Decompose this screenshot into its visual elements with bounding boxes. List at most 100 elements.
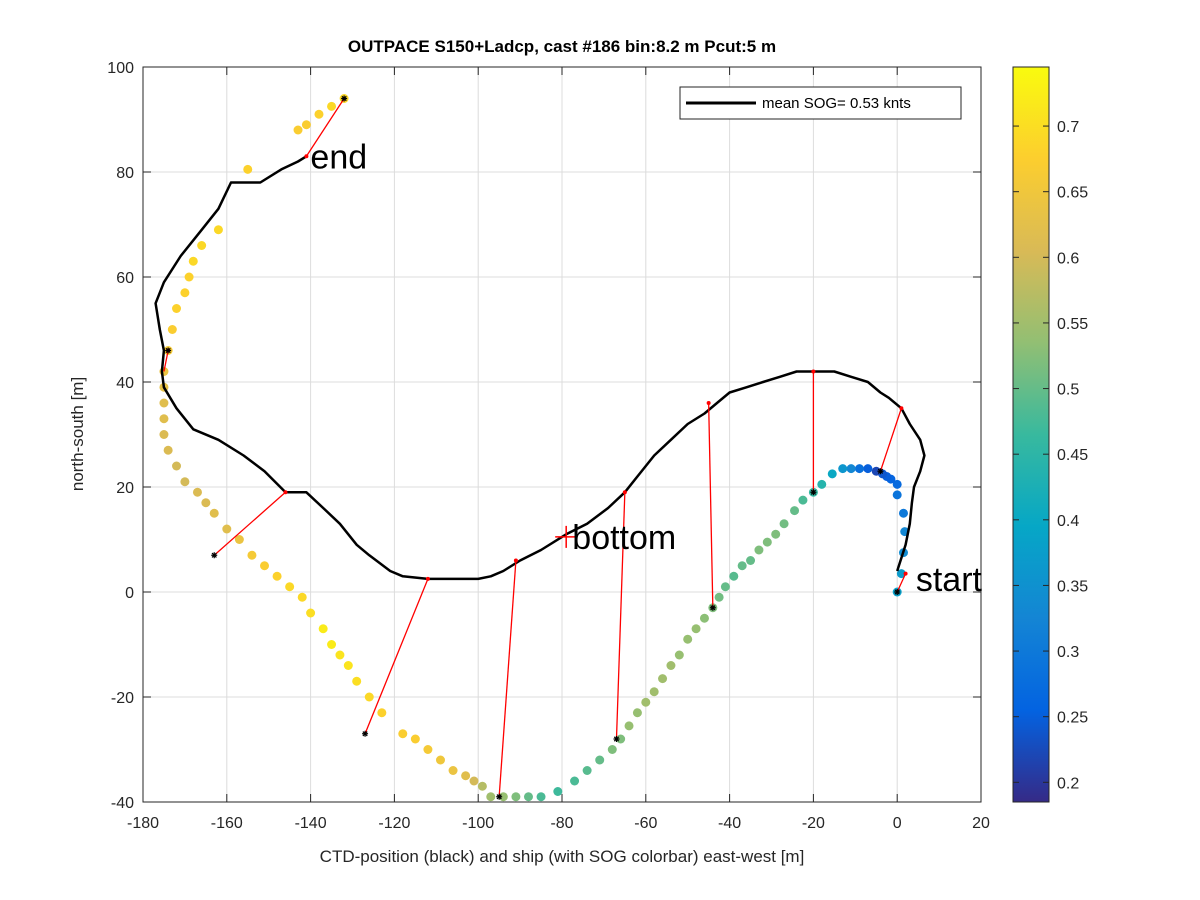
ship-position-point <box>720 582 730 592</box>
star-stroke <box>362 731 368 737</box>
ship-position-point <box>448 766 458 775</box>
connector-line <box>615 492 626 740</box>
plot-frame <box>142 66 982 803</box>
colorbar-tick-label: 0.5 <box>1057 382 1079 399</box>
ship-position-point <box>469 776 479 786</box>
connector-end-dot <box>425 576 430 581</box>
x-tick-label: -100 <box>462 815 494 832</box>
ship-position-point <box>222 524 232 534</box>
x-tick-label: -20 <box>802 815 825 832</box>
ship-position-point <box>714 592 724 602</box>
chart-title: OUTPACE S150+Ladcp, cast #186 bin:8.2 m … <box>348 37 776 56</box>
x-tick-label: -160 <box>211 815 243 832</box>
colorbar-ticks: 0.2 0.25 0.3 0.35 0.4 0.45 0.5 0.55 0.6 0.65 0.7 <box>1013 119 1088 792</box>
ship-position-point <box>595 755 605 765</box>
x-tick-label: -140 <box>295 815 327 832</box>
ship-position-point <box>570 776 580 786</box>
colorbar-tick-label: 0.35 <box>1057 578 1088 595</box>
connector-line <box>879 408 903 472</box>
connector-line <box>364 578 429 734</box>
star-stroke <box>710 605 716 611</box>
x-tick-label: -180 <box>127 815 159 832</box>
ship-position-point <box>896 569 906 579</box>
x-tick-label: 20 <box>972 815 990 832</box>
connector-end-dot <box>622 490 627 495</box>
ship-position-point <box>817 479 827 489</box>
star-stroke <box>613 736 620 742</box>
ship-position-point <box>180 288 190 298</box>
annotation-start: start <box>916 561 983 599</box>
ship-position-point <box>666 661 676 670</box>
y-tick-label: 20 <box>116 480 134 497</box>
ship-position-point <box>167 325 177 334</box>
colorbar-tick-label: 0.25 <box>1057 710 1088 727</box>
ship-position-point <box>641 697 651 707</box>
connector-line <box>163 350 169 372</box>
ship-position-point <box>327 101 337 111</box>
ship-position-point <box>234 535 244 544</box>
ship-position-point <box>838 464 848 474</box>
ship-position-point <box>892 490 902 500</box>
ship-position-point <box>398 729 408 739</box>
x-tick-label: 0 <box>893 815 902 832</box>
ship-position-point <box>461 771 471 781</box>
ship-position-point <box>159 398 169 408</box>
star-stroke <box>894 589 900 595</box>
ship-position-point <box>335 650 345 660</box>
ship-star-marker <box>894 589 901 595</box>
ship-position-point <box>180 477 190 487</box>
colorbar-tick-label: 0.65 <box>1057 185 1088 202</box>
ship-position-point <box>854 464 864 474</box>
ship-position-point <box>624 721 634 731</box>
y-axis-label: north-south [m] <box>68 377 87 491</box>
ship-position-point <box>582 766 592 775</box>
ship-position-point <box>172 461 182 471</box>
connector-line <box>213 491 286 556</box>
colorbar-tick-label: 0.3 <box>1057 644 1079 661</box>
ship-position-point <box>607 745 617 754</box>
x-tick-label: -40 <box>718 815 741 832</box>
star-stroke <box>165 347 171 354</box>
ship-position-point <box>779 519 789 529</box>
y-tick-label: -20 <box>111 690 134 707</box>
connector-end-dot <box>903 571 908 576</box>
ship-position-point <box>293 125 303 135</box>
annotation-bottom: bottom <box>572 519 676 557</box>
connector-line <box>305 98 345 157</box>
ship-position-point <box>553 787 563 796</box>
ship-position-point <box>846 464 856 474</box>
ship-position-point <box>691 624 701 634</box>
ship-position-point <box>477 781 487 791</box>
connector-line <box>498 560 517 797</box>
y-tick-label: 80 <box>116 165 134 182</box>
ship-position-point <box>658 674 668 684</box>
ship-star-marker <box>211 552 218 559</box>
connector-end-dot <box>513 558 518 563</box>
ship-position-point <box>729 571 739 581</box>
ship-position-point <box>159 430 169 439</box>
ship-position-point <box>377 708 387 718</box>
ship-position-point <box>737 561 747 571</box>
ship-position-point <box>746 556 756 565</box>
ship-position-point <box>172 304 182 313</box>
star-stroke <box>341 95 347 102</box>
ship-star-marker <box>496 793 503 800</box>
ship-position-point <box>314 109 324 119</box>
ship-position-point <box>410 734 420 744</box>
ship-position-point <box>213 225 223 235</box>
ship-star-marker <box>709 604 716 611</box>
ship-star-marker <box>810 489 817 496</box>
annotation-end: end <box>310 138 367 176</box>
ship-position-point <box>798 495 808 505</box>
colorbar-tick-label: 0.7 <box>1057 119 1079 136</box>
x-tick-label: -120 <box>378 815 410 832</box>
y-tick-label: -40 <box>111 795 134 812</box>
ship-position-point <box>863 464 873 474</box>
x-tick-label: -60 <box>634 815 657 832</box>
legend: mean SOG= 0.53 knts <box>679 86 962 120</box>
ship-position-point <box>297 592 307 602</box>
ship-position-point <box>343 661 353 670</box>
ship-position-point <box>762 537 772 547</box>
star-stroke <box>496 794 502 800</box>
